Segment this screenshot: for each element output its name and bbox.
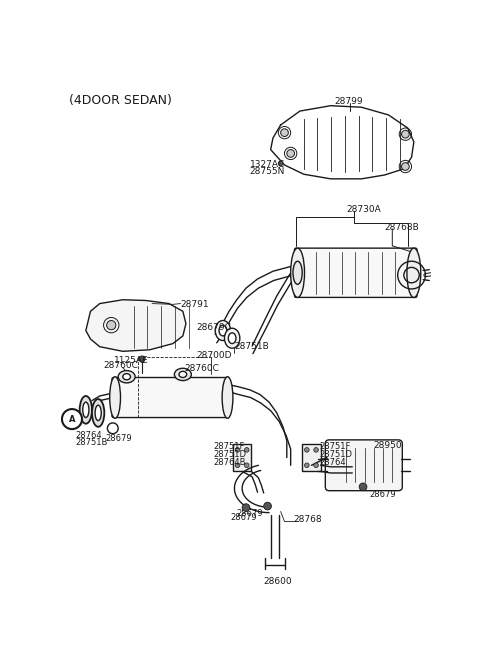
Ellipse shape <box>293 261 302 284</box>
Ellipse shape <box>225 328 240 349</box>
Ellipse shape <box>219 325 227 336</box>
Polygon shape <box>86 300 186 351</box>
Bar <box>302 444 321 472</box>
Ellipse shape <box>118 371 135 383</box>
Circle shape <box>402 163 409 171</box>
Circle shape <box>107 320 116 330</box>
Ellipse shape <box>228 333 236 344</box>
Bar <box>233 444 252 472</box>
Circle shape <box>314 463 318 468</box>
Text: 28768B: 28768B <box>384 223 420 231</box>
Text: 28600: 28600 <box>264 577 292 586</box>
Ellipse shape <box>291 248 304 298</box>
Text: 28751B: 28751B <box>75 438 108 448</box>
Text: 28764: 28764 <box>319 458 346 466</box>
Text: 28679: 28679 <box>230 513 257 522</box>
Circle shape <box>304 463 309 468</box>
Text: 28764: 28764 <box>75 431 102 440</box>
Text: 28791: 28791 <box>180 300 209 308</box>
Text: 28950: 28950 <box>373 441 402 450</box>
Circle shape <box>242 504 250 512</box>
Text: (4DOOR SEDAN): (4DOOR SEDAN) <box>69 94 172 107</box>
Circle shape <box>139 356 145 362</box>
Ellipse shape <box>80 396 92 423</box>
Text: 28768: 28768 <box>294 515 323 524</box>
Circle shape <box>278 161 283 166</box>
Text: 28760C: 28760C <box>104 361 138 371</box>
Text: 28755N: 28755N <box>250 167 285 177</box>
Text: 28751B: 28751B <box>234 342 269 351</box>
Text: 28730A: 28730A <box>346 205 381 214</box>
Ellipse shape <box>83 402 89 417</box>
Circle shape <box>281 129 288 136</box>
Text: 28679C: 28679C <box>196 323 231 332</box>
Text: 28679: 28679 <box>369 490 396 499</box>
Text: 28760C: 28760C <box>184 364 219 373</box>
Circle shape <box>359 483 367 490</box>
Text: A: A <box>69 415 75 423</box>
Text: 28751D: 28751D <box>214 450 247 459</box>
Text: 28751D: 28751D <box>319 450 352 459</box>
Circle shape <box>402 130 409 138</box>
Ellipse shape <box>407 248 421 298</box>
Ellipse shape <box>123 374 131 380</box>
Circle shape <box>314 448 318 452</box>
Text: 1327AC: 1327AC <box>250 160 285 169</box>
Circle shape <box>264 502 271 510</box>
Circle shape <box>244 463 249 468</box>
Text: 28700D: 28700D <box>196 351 231 361</box>
Ellipse shape <box>110 377 120 418</box>
Circle shape <box>235 448 240 452</box>
Text: 28799: 28799 <box>335 97 363 106</box>
Text: 28679: 28679 <box>105 434 132 443</box>
Circle shape <box>244 448 249 452</box>
FancyBboxPatch shape <box>112 377 229 417</box>
Circle shape <box>304 448 309 452</box>
Ellipse shape <box>215 320 230 341</box>
Text: 28764B: 28764B <box>214 458 246 466</box>
Ellipse shape <box>95 405 101 421</box>
Text: 28751F: 28751F <box>319 442 350 451</box>
Text: 1125AE: 1125AE <box>114 356 148 365</box>
Circle shape <box>287 150 295 157</box>
FancyBboxPatch shape <box>325 440 402 490</box>
Ellipse shape <box>222 377 233 418</box>
Ellipse shape <box>174 368 192 381</box>
Text: 28751F: 28751F <box>214 442 245 451</box>
Ellipse shape <box>92 399 104 427</box>
FancyBboxPatch shape <box>295 248 417 298</box>
Text: 28679: 28679 <box>237 509 264 518</box>
Circle shape <box>235 463 240 468</box>
Circle shape <box>62 409 82 429</box>
Ellipse shape <box>179 371 187 377</box>
